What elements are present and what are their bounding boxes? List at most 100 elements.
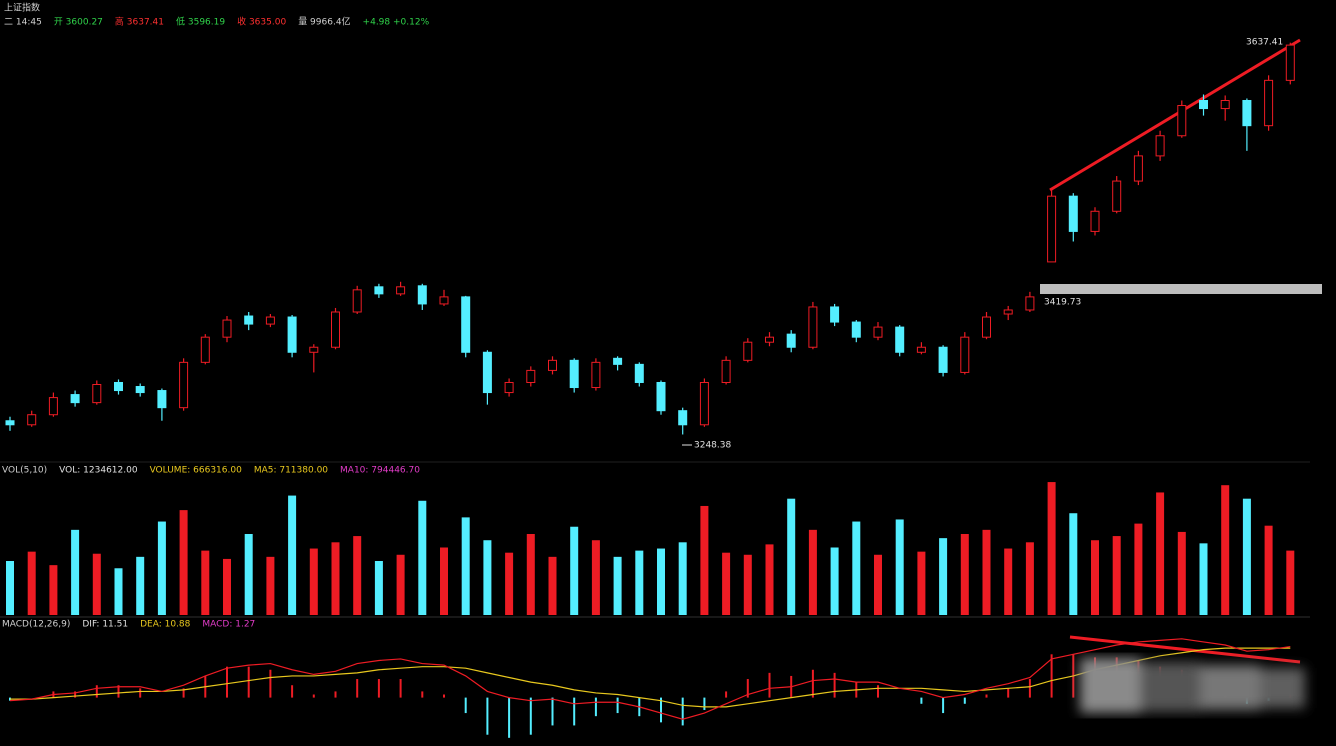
- volume-bar: [548, 556, 557, 615]
- candle-body: [265, 316, 275, 325]
- volume-bar: [440, 547, 448, 615]
- volume-bar: [244, 534, 253, 615]
- candle-body: [656, 381, 666, 412]
- candle-body: [287, 316, 297, 353]
- candle-body: [982, 316, 991, 338]
- volume-bar: [309, 548, 318, 615]
- candle-body: [873, 326, 883, 338]
- header-field: +4.98 +0.12%: [363, 18, 430, 28]
- candle-body: [699, 381, 709, 426]
- candle-body: [417, 285, 427, 305]
- candle-body: [634, 363, 644, 383]
- candle-body: [1068, 195, 1078, 232]
- volume-bar: [27, 551, 36, 615]
- header-field: 开 3600.27: [54, 17, 103, 28]
- volume-bar: [700, 505, 709, 615]
- volume-bar: [1242, 498, 1251, 615]
- volume-bar: [288, 495, 297, 615]
- mosaic: [1080, 658, 1305, 713]
- candle-body: [439, 296, 449, 305]
- volume-bar: [223, 558, 231, 615]
- candle-body: [786, 333, 796, 348]
- candle-body: [1285, 44, 1295, 81]
- low-annotation: 3248.38: [694, 441, 731, 451]
- legend-item: DIF: 11.51: [82, 620, 128, 630]
- candle-body: [331, 311, 340, 348]
- volume-legend: VOL(5,10) VOL: 1234612.00 VOLUME: 666316.0…: [2, 466, 420, 476]
- volume-bar: [418, 500, 427, 615]
- legend-item: MACD: 1.27: [202, 620, 255, 630]
- volume-bar: [1177, 531, 1186, 615]
- volume-bar: [570, 526, 579, 615]
- volume-bar: [353, 536, 362, 615]
- header-field: 二 14:45: [4, 18, 42, 28]
- header-field: 高 3637.41: [115, 16, 164, 28]
- volume-bar: [852, 521, 861, 615]
- candle-body: [569, 359, 579, 389]
- candle-body: [916, 346, 926, 353]
- volume-bar: [613, 556, 622, 615]
- volume-bar: [266, 556, 275, 615]
- candle-body: [1025, 296, 1035, 311]
- candle-body: [200, 336, 210, 363]
- volume-bar: [743, 554, 752, 615]
- candle-body: [1155, 135, 1165, 157]
- candle-body: [114, 381, 123, 392]
- volume-bar: [591, 540, 600, 615]
- volume-bar: [678, 542, 687, 615]
- candle-body: [1220, 99, 1230, 110]
- candle-body: [721, 359, 731, 383]
- candle-body: [1264, 79, 1274, 127]
- volume-bar: [483, 540, 492, 615]
- candle-body: [591, 361, 601, 389]
- volume-bar: [6, 561, 14, 615]
- volume-bar: [895, 519, 904, 615]
- candle-body: [48, 397, 58, 416]
- macd-legend: MACD(12,26,9) DIF: 11.51 DEA: 10.88 MACD: 1…: [2, 620, 255, 630]
- volume-bar: [830, 547, 839, 615]
- candle-body: [743, 341, 753, 361]
- volume-bar: [1091, 540, 1099, 615]
- volume-bar: [808, 529, 817, 615]
- candle-body: [1090, 210, 1100, 232]
- volume-bar: [1025, 542, 1034, 615]
- candle-body: [222, 319, 232, 338]
- volume-bar: [49, 565, 58, 615]
- header-field: 低 3596.19: [176, 16, 225, 28]
- candle-body: [1133, 155, 1143, 182]
- index-title: 上证指数: [4, 2, 40, 14]
- candle-body: [548, 359, 557, 371]
- candle-body: [613, 357, 623, 365]
- volume-bar: [765, 544, 774, 615]
- volume-bar: [917, 551, 926, 615]
- volume-bar: [874, 554, 882, 615]
- volume-bar: [71, 529, 80, 615]
- volume-bar: [374, 561, 383, 615]
- volume-bar: [982, 529, 991, 615]
- candle-body: [135, 386, 145, 394]
- candle-body: [70, 394, 80, 404]
- legend-item: VOL(5,10): [2, 466, 47, 476]
- candle-body: [179, 361, 189, 409]
- candle-body: [374, 286, 384, 295]
- plot: [5, 42, 1295, 738]
- volume-bar: [461, 517, 470, 615]
- legend-item: MA10: 794446.70: [340, 466, 420, 476]
- candle-body: [461, 296, 471, 353]
- volume-bar: [1004, 548, 1013, 615]
- volume-bar: [722, 552, 731, 615]
- candle-body: [352, 289, 362, 313]
- volume-bar: [157, 521, 166, 615]
- volume-bar: [1286, 550, 1295, 615]
- volume-bar: [396, 554, 405, 615]
- trend-line: [1049, 38, 1301, 192]
- candle-body: [765, 336, 774, 343]
- header-field: 量 9966.4亿: [298, 16, 350, 28]
- volume-bar: [179, 510, 188, 615]
- gap-annotation: 3419.73: [1044, 298, 1081, 308]
- legend-item: VOLUME: 666316.00: [150, 466, 243, 476]
- legend-item: DEA: 10.88: [140, 620, 191, 630]
- candle-body: [1112, 180, 1122, 212]
